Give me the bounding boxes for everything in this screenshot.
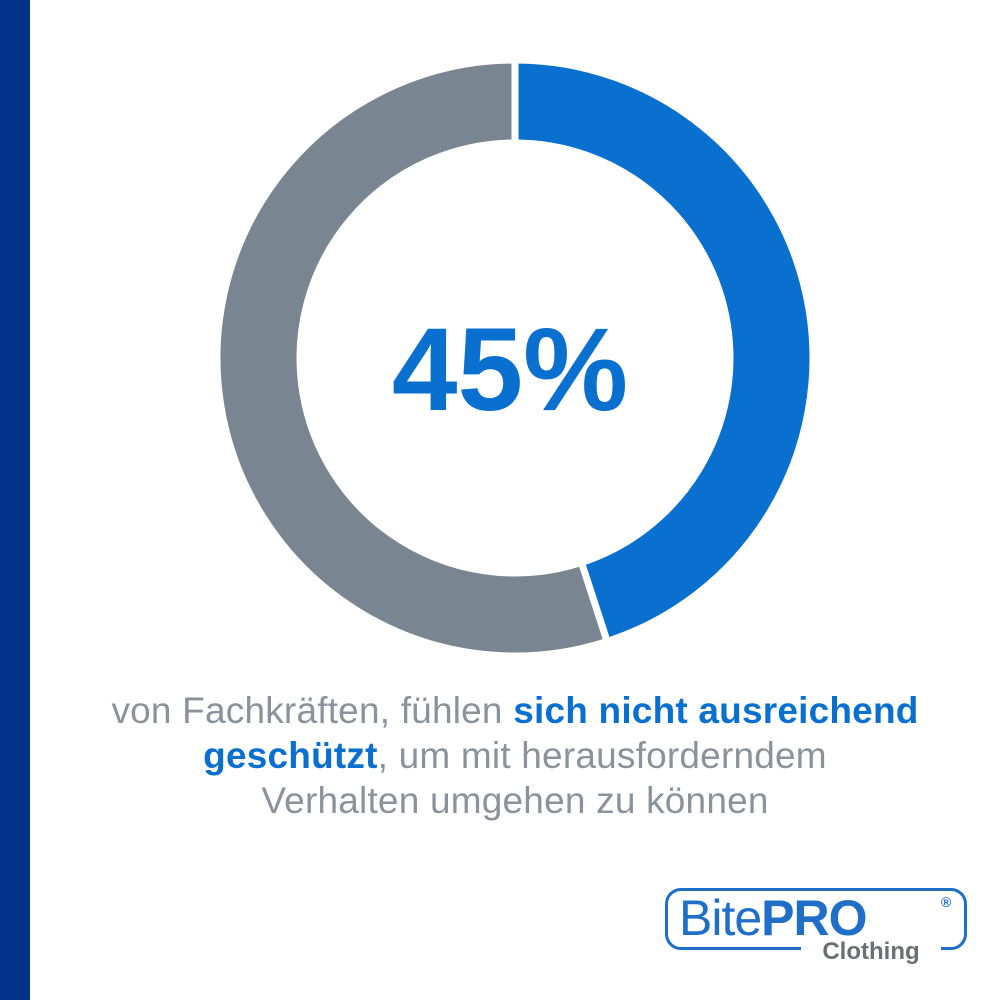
logo-subtitle: Clothing bbox=[801, 938, 941, 968]
donut-slice-1 bbox=[213, 56, 612, 660]
logo-wordmark: BitePRO bbox=[679, 890, 868, 946]
bitepro-logo: BitePRO ® Clothing bbox=[665, 888, 975, 968]
donut-chart: 45% bbox=[213, 56, 817, 660]
caption: von Fachkräften, fühlen sich nicht ausre… bbox=[40, 688, 990, 823]
caption-highlight-2: geschützt bbox=[203, 735, 378, 776]
logo-word-pro: PRO bbox=[761, 890, 867, 946]
logo-word-bite: Bite bbox=[679, 890, 762, 946]
caption-text-3: Verhalten umgehen zu können bbox=[261, 780, 769, 821]
left-accent-bar bbox=[0, 0, 30, 1000]
center-value-label: 45% bbox=[392, 304, 628, 436]
donut-slices bbox=[213, 56, 817, 660]
logo-registered-mark: ® bbox=[941, 894, 952, 910]
caption-text-2: , um mit herausforderndem bbox=[377, 735, 827, 776]
caption-highlight-1: sich nicht ausreichend bbox=[513, 690, 919, 731]
caption-text-1: von Fachkräften, fühlen bbox=[111, 690, 514, 731]
donut-slice-0 bbox=[511, 56, 817, 646]
